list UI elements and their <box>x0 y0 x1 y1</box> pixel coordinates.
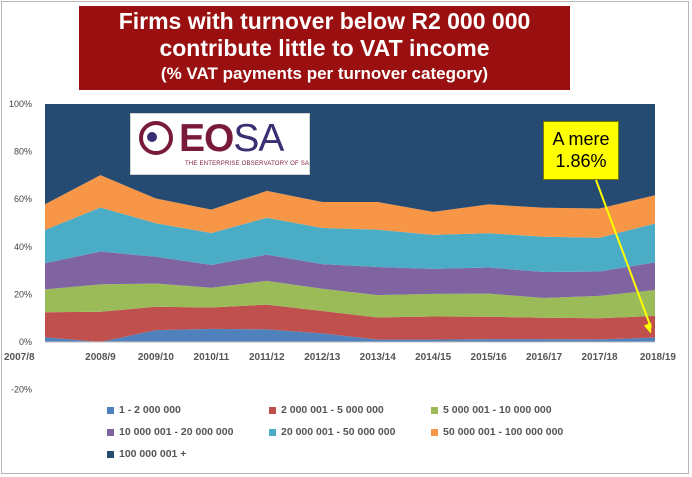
legend-label: 10 000 001 - 20 000 000 <box>119 426 234 438</box>
legend-label: 5 000 001 - 10 000 000 <box>443 404 552 416</box>
x-tick-label: 2016/17 <box>526 352 563 363</box>
area-series-1 <box>45 328 655 342</box>
legend-item: 2 000 001 - 5 000 000 <box>269 404 384 416</box>
legend-item: 5 000 001 - 10 000 000 <box>431 404 552 416</box>
chart-subtitle: (% VAT payments per turnover category) <box>160 64 489 83</box>
chart-legend: 1 - 2 000 000 2 000 001 - 5 000 000 5 00… <box>107 404 667 470</box>
y-tick-label: 0% <box>19 337 32 347</box>
y-tick-label: 20% <box>14 289 32 299</box>
chart-title-line-2: contribute little to VAT income <box>159 35 490 61</box>
legend-label: 1 - 2 000 000 <box>119 404 181 416</box>
x-tick-label: 2018/19 <box>640 352 677 363</box>
legend-label: 2 000 001 - 5 000 000 <box>281 404 384 416</box>
logo-wordmark-primary: EO <box>179 117 234 160</box>
x-tick-label: 2007/8 <box>4 352 35 363</box>
x-tick-label: 2015/16 <box>471 352 508 363</box>
legend-item: 1 - 2 000 000 <box>107 404 181 416</box>
legend-label: 20 000 001 - 50 000 000 <box>281 426 396 438</box>
logo-wordmark: EOSA <box>179 115 284 163</box>
legend-label: 100 000 001 + <box>119 448 187 460</box>
logo-wordmark-secondary: SA <box>233 117 284 160</box>
legend-swatch <box>107 428 114 436</box>
legend-swatch <box>431 406 438 414</box>
legend-swatch <box>107 406 114 414</box>
y-tick-label: 80% <box>14 147 32 157</box>
callout-arrow <box>595 179 652 328</box>
area-series-2 <box>45 304 655 342</box>
legend-item: 50 000 001 - 100 000 000 <box>431 426 563 438</box>
area-series-4 <box>45 251 655 298</box>
logo-tagline: THE ENTERPRISE OBSERVATORY OF SA <box>185 161 310 167</box>
logo-orbit-icon <box>139 121 173 155</box>
y-tick-label: -20% <box>11 385 32 395</box>
legend-swatch <box>107 450 114 458</box>
x-tick-label: 2010/11 <box>194 352 230 363</box>
x-tick-label: 2013/14 <box>360 352 397 363</box>
x-tick-label: 2012/13 <box>304 352 341 363</box>
y-tick-label: 40% <box>14 242 32 252</box>
chart-title-line-1: Firms with turnover below R2 000 000 <box>118 8 531 34</box>
annotation-callout: A mere 1.86% <box>543 121 619 180</box>
legend-item: 10 000 001 - 20 000 000 <box>107 426 233 438</box>
legend-label: 50 000 001 - 100 000 000 <box>443 426 564 438</box>
x-tick-label: 2017/18 <box>581 352 618 363</box>
x-tick-label: 2008/9 <box>85 352 116 363</box>
callout-arrow-head <box>643 322 652 334</box>
area-series-3 <box>45 280 655 319</box>
annotation-line-1: A mere <box>552 129 610 149</box>
legend-item: 20 000 001 - 50 000 000 <box>269 426 395 438</box>
x-tick-label: 2009/10 <box>138 352 175 363</box>
area-series-5 <box>45 207 655 273</box>
legend-swatch <box>269 406 276 414</box>
y-tick-label: 60% <box>14 194 32 204</box>
x-axis-tick-labels: 2007/8 2008/9 2009/10 2010/11 2011/12 2012/13… <box>4 352 676 363</box>
eosa-logo: EOSA THE ENTERPRISE OBSERVATORY OF SA <box>130 113 310 175</box>
y-tick-label: 100% <box>9 99 32 109</box>
y-axis-tick-labels: 100% 80% 60% 40% 20% 0% -20% <box>9 99 32 395</box>
legend-item: 100 000 001 + <box>107 448 186 460</box>
title-banner: Firms with turnover below R2 000 000 con… <box>79 6 570 90</box>
annotation-line-2: 1.86% <box>555 151 607 171</box>
x-tick-label: 2014/15 <box>415 352 452 363</box>
x-tick-label: 2011/12 <box>249 352 285 363</box>
legend-swatch <box>269 428 276 436</box>
area-series-6 <box>45 175 655 238</box>
legend-swatch <box>431 428 438 436</box>
